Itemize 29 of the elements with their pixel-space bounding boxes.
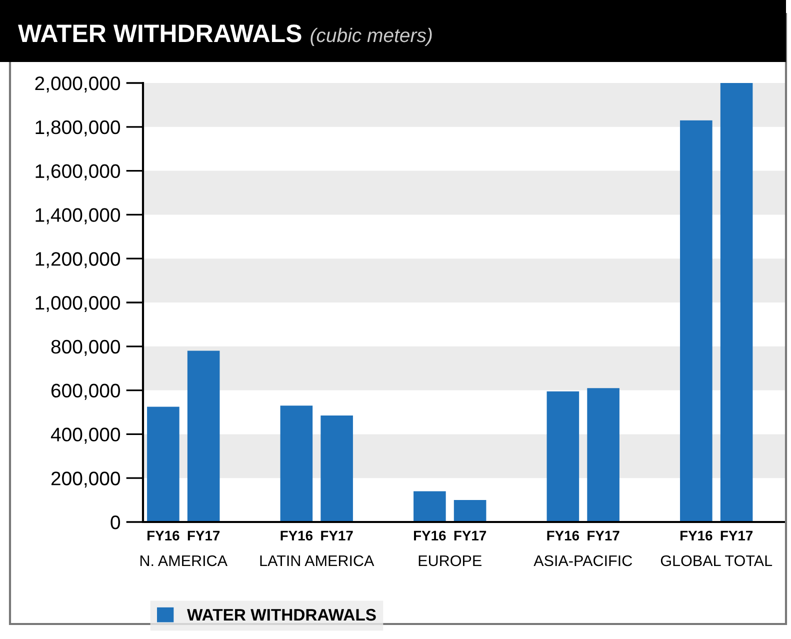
x-tick-label: FY16 [680,530,712,541]
text: GLOBAL TOTAL [660,555,772,566]
text: N. AMERICA [140,555,228,566]
y-tick-label: 1,400,000 [36,208,120,224]
text: ASIA-PACIFIC [534,555,632,566]
x-tick-label: FY17 [321,530,353,540]
y-tick-label: 400,000 [50,428,120,444]
x-tick-label: FY16 [414,530,446,541]
chart-title: WATER WITHDRAWALS [18,24,302,42]
x-tick-label: FY16 [280,530,313,541]
y-tick-label: 600,000 [51,384,120,400]
y-tick-label: 2,000,000 [35,76,120,93]
text: LATIN AMERICA [260,555,374,566]
x-tick-label: FY17 [188,530,220,540]
y-tick-label: 1,000,000 [36,296,120,312]
legend-label: WATER WITHDRAWALS [187,608,376,621]
y-tick-label: 1,600,000 [36,164,120,180]
y-tick-label: 1,200,000 [36,252,120,268]
y-tick-label: 800,000 [51,340,120,356]
chart-subtitle: (cubic meters) [310,28,432,46]
y-tick-label: 0 [110,515,120,530]
x-tick-label: FY17 [588,530,620,540]
text: EUROPE [418,555,482,566]
y-tick-label: 1,800,000 [36,120,120,136]
x-tick-label: FY16 [547,530,580,541]
x-tick-label: FY16 [148,530,180,541]
x-tick-label: FY17 [454,530,486,540]
y-tick-label: 200,000 [51,472,120,488]
x-tick-label: FY17 [720,530,753,540]
